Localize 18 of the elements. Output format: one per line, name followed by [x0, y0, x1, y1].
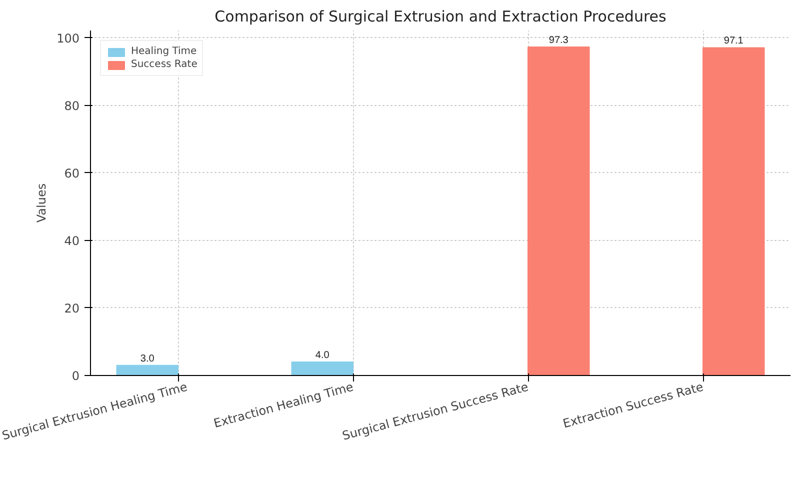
- y-tick-label: 100: [56, 31, 80, 46]
- bar: [291, 361, 354, 376]
- data-label: 97.3: [548, 35, 569, 46]
- bar: [528, 46, 590, 376]
- y-tick-label: 60: [64, 166, 80, 180]
- data-label: 4.0: [315, 350, 330, 361]
- data-label: 97.1: [724, 36, 744, 47]
- y-tick-label: 20: [64, 301, 80, 316]
- chart-title: Comparison of Surgical Extrusion and Extraction Procedures: [214, 8, 667, 26]
- y-tick-label: 0: [72, 369, 80, 383]
- data-label: 3.0: [140, 353, 155, 364]
- y-tick-label: 40: [64, 234, 80, 248]
- bar: [702, 47, 765, 376]
- bar: [116, 364, 178, 376]
- legend-label: Success Rate: [131, 59, 198, 70]
- y-axis-title: Values: [34, 183, 49, 223]
- legend-label: Healing Time: [131, 46, 197, 57]
- y-tick-label: 80: [64, 98, 80, 113]
